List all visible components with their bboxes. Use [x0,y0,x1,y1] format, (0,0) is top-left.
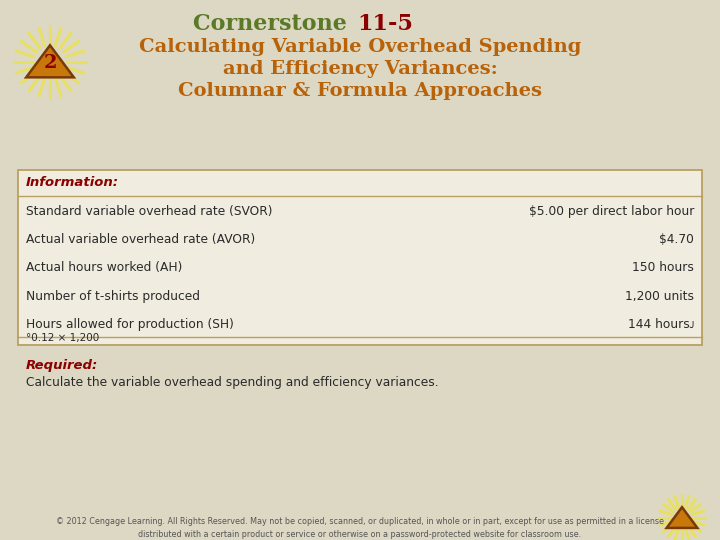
Text: °0.12 × 1,200: °0.12 × 1,200 [26,333,99,343]
Text: Information:: Information: [26,177,119,190]
Text: Number of t-shirts produced: Number of t-shirts produced [26,289,200,302]
FancyBboxPatch shape [18,170,702,345]
Text: 144 hoursᴊ: 144 hoursᴊ [628,318,694,331]
Text: 11-5: 11-5 [357,13,413,35]
Text: Calculating Variable Overhead Spending: Calculating Variable Overhead Spending [139,38,581,56]
Text: $4.70: $4.70 [659,233,694,246]
Text: and Efficiency Variances:: and Efficiency Variances: [222,60,498,78]
Text: Actual variable overhead rate (AVOR): Actual variable overhead rate (AVOR) [26,233,256,246]
Text: 150 hours: 150 hours [632,261,694,274]
Polygon shape [26,45,73,77]
Text: $5.00 per direct labor hour: $5.00 per direct labor hour [528,205,694,218]
Text: Required:: Required: [26,359,98,372]
Text: 2: 2 [43,55,57,72]
Text: Columnar & Formula Approaches: Columnar & Formula Approaches [178,82,542,100]
Text: Cornerstone: Cornerstone [194,13,355,35]
Text: Calculate the variable overhead spending and efficiency variances.: Calculate the variable overhead spending… [26,376,438,389]
Polygon shape [667,507,698,528]
Text: 1,200 units: 1,200 units [625,289,694,302]
Text: Standard variable overhead rate (SVOR): Standard variable overhead rate (SVOR) [26,205,272,218]
Text: Hours allowed for production (SH): Hours allowed for production (SH) [26,318,234,331]
Text: © 2012 Cengage Learning. All Rights Reserved. May not be copied, scanned, or dup: © 2012 Cengage Learning. All Rights Rese… [56,517,664,539]
Text: Actual hours worked (AH): Actual hours worked (AH) [26,261,182,274]
